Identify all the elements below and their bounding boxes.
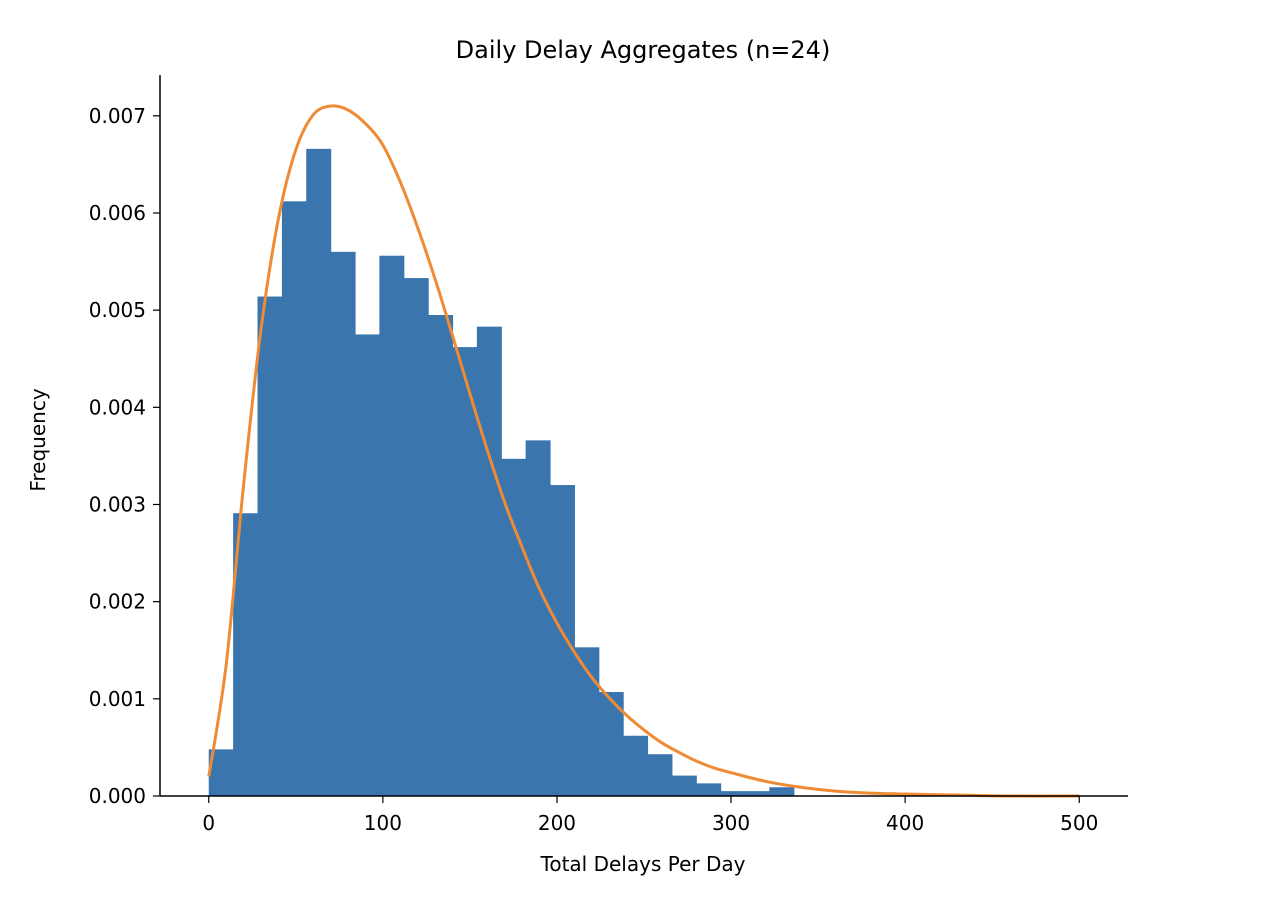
y-tick-label: 0.002 [89,590,146,614]
chart-title: Daily Delay Aggregates (n=24) [456,36,831,64]
y-tick-label: 0.001 [89,687,146,711]
histogram-bar [379,255,405,797]
histogram-bar [525,440,551,796]
y-tick-label: 0.003 [89,492,146,516]
histogram-bar [428,315,454,796]
y-tick-label: 0.000 [89,784,146,808]
y-tick-label: 0.005 [89,298,146,322]
x-tick-label: 100 [364,811,402,835]
histogram-bar [647,754,673,796]
histogram-bar [281,201,307,797]
histogram-bar [549,485,575,796]
x-tick-label: 400 [886,811,924,835]
x-axis-title: Total Delays Per Day [540,852,746,876]
y-axis-title: Frequency [26,388,50,491]
x-tick-label: 0 [202,811,215,835]
histogram-bar [354,334,380,796]
y-tick-label: 0.007 [89,104,146,128]
x-tick-label: 300 [712,811,750,835]
histogram-bar [330,251,356,796]
histogram-bar [696,783,722,796]
histogram-bar [452,347,478,796]
histogram-bar [476,326,502,796]
histogram-bar [623,735,649,796]
histogram-bar [671,775,697,796]
density-curve [207,104,1080,798]
histogram-bar [501,458,527,796]
y-axis-ticks: 0.000 0.001 0.002 0.003 0.004 0.005 0.006 0.007 [89,104,160,808]
histogram-bars [208,148,795,797]
histogram-bar [769,787,795,796]
y-tick-label: 0.004 [89,395,146,419]
histogram-bar [744,791,770,796]
x-tick-label: 500 [1060,811,1098,835]
y-tick-label: 0.006 [89,201,146,225]
histogram-bar [306,148,332,796]
histogram-bar [720,791,746,796]
histogram-bar [403,278,429,796]
histogram-bar [257,296,283,796]
x-tick-label: 200 [538,811,576,835]
x-axis-ticks: 0 100 200 300 400 500 [202,796,1098,835]
